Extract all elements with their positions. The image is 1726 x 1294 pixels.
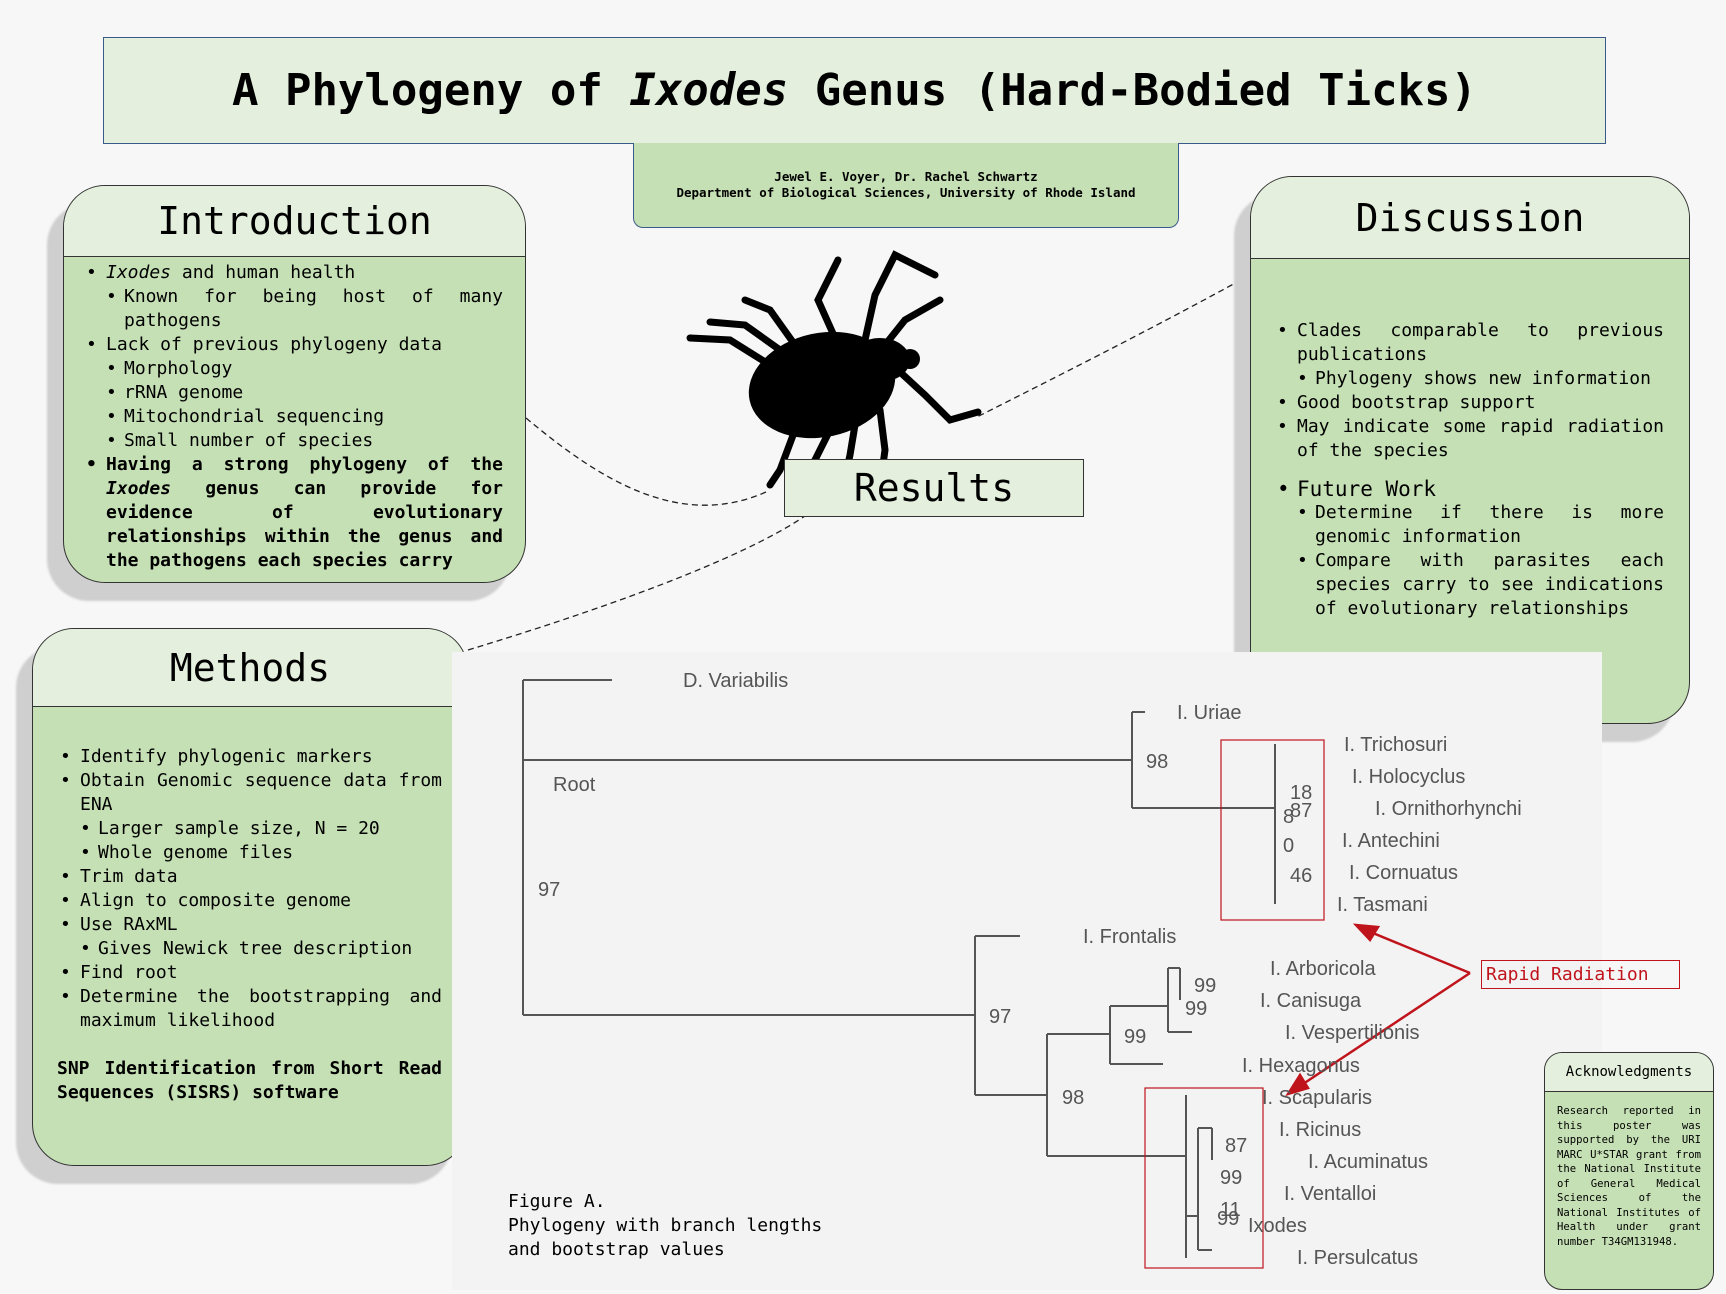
acknowledgments-text: Research reported in this poster was sup…: [1557, 1105, 1701, 1248]
acknowledgments-heading: Acknowledgments: [1545, 1053, 1713, 1092]
root-label: Root: [553, 774, 596, 796]
methods-item-5: Use RAxML: [60, 913, 442, 937]
bootstrap-aus-18: 18: [1290, 782, 1312, 804]
bootstrap-arb-99: 99: [1194, 975, 1216, 997]
methods-panel: Methods Identify phylogenic markers Obta…: [32, 628, 468, 1166]
author-affiliation: Department of Biological Sciences, Unive…: [676, 185, 1136, 200]
taxon-frontalis: I. Frontalis: [1083, 926, 1176, 948]
discussion-item-2: Good bootstrap support: [1277, 391, 1664, 415]
title-pre: A Phylogeny of: [231, 65, 630, 116]
intro-sub-morphology: Morphology: [106, 357, 503, 381]
intro-b3-b: genus can provide for evidence of evolut…: [106, 478, 514, 571]
poster-title: A Phylogeny of Ixodes Genus (Hard-Bodied…: [103, 37, 1606, 144]
radiation-arrows: [1285, 923, 1471, 1097]
radiation-highlight-boxes: [1144, 739, 1325, 1269]
tree-branches: [522, 679, 1276, 1258]
intro-b1-rest: and human health: [171, 262, 356, 283]
bootstrap-frontalis-node: 97: [989, 1006, 1011, 1028]
bootstrap-scap-98: 98: [1062, 1087, 1084, 1109]
future-item-2: Compare with parasites each species carr…: [1297, 549, 1664, 621]
methods-item-2: Obtain Genomic sequence data from ENA: [60, 769, 442, 817]
taxon-uriae: I. Uriae: [1177, 702, 1241, 724]
discussion-sub-1: Phylogeny shows new information: [1297, 367, 1664, 391]
methods-item-3: Trim data: [60, 865, 442, 889]
intro-b3-italic: Ixodes: [106, 478, 172, 499]
methods-item-6: Find root: [60, 961, 442, 985]
methods-sub-2: Whole genome files: [80, 841, 442, 865]
title-post: Genus (Hard-Bodied Ticks): [788, 65, 1478, 116]
results-heading: Results: [784, 459, 1084, 517]
taxon-ornithorhynchi: I. Ornithorhynchi: [1375, 798, 1522, 820]
taxon-tasmani: I. Tasmani: [1337, 894, 1428, 916]
taxon-antechini: I. Antechini: [1342, 830, 1440, 852]
methods-sub-3: Gives Newick tree description: [80, 937, 442, 961]
taxon-hexagonus: I. Hexagonus: [1242, 1055, 1360, 1077]
intro-sub-mito: Mitochondrial sequencing: [106, 405, 503, 429]
future-work-heading: Future Work: [1277, 477, 1664, 501]
caption-line-1: Phylogeny with branch lengths: [508, 1215, 823, 1236]
intro-b3-a: Having a strong phylogeny of the: [106, 454, 514, 475]
bootstrap-aus-46: 46: [1290, 865, 1312, 887]
taxon-scapularis: I. Scapularis: [1262, 1087, 1372, 1109]
bootstrap-aus-8: 8: [1283, 806, 1294, 828]
taxon-cornuatus: I. Cornuatus: [1349, 862, 1458, 884]
intro-sub-rrna: rRNA genome: [106, 381, 503, 405]
intro-bullet-3: Having a strong phylogeny of the Ixodes …: [86, 453, 503, 573]
methods-sub-1: Larger sample size, N = 20: [80, 817, 442, 841]
bootstrap-uriae-node: 98: [1146, 751, 1168, 773]
taxon-persulcatus: I. Persulcatus: [1297, 1247, 1418, 1269]
bootstrap-ven-11: 11: [1220, 1199, 1241, 1221]
bootstrap-ric-87: 87: [1225, 1135, 1247, 1157]
bootstrap-ix-99: 99: [1217, 1208, 1239, 1230]
methods-software: SNP Identification from Short Read Seque…: [57, 1058, 442, 1103]
caption-line-2: and bootstrap values: [508, 1239, 725, 1260]
taxon-d-variabilis: D. Variabilis: [683, 670, 788, 692]
authors-block: Jewel E. Voyer, Dr. Rachel Schwartz Depa…: [633, 143, 1179, 228]
taxon-acuminatus: I. Acuminatus: [1308, 1151, 1428, 1173]
taxon-trichosuri: I. Trichosuri: [1344, 734, 1447, 756]
connector-lines: [467, 274, 1251, 651]
acknowledgments-panel: Acknowledgments Research reported in thi…: [1544, 1052, 1714, 1290]
future-item-1: Determine if there is more genomic infor…: [1297, 501, 1664, 549]
introduction-heading: Introduction: [64, 186, 525, 257]
discussion-panel: Discussion Clades comparable to previous…: [1250, 176, 1690, 724]
methods-item-7: Determine the bootstrapping and maximum …: [60, 985, 442, 1033]
figure-caption: Figure A. Phylogeny with branch lengths …: [508, 1190, 822, 1262]
figure-area: [452, 652, 1602, 1290]
intro-sub-1: Known for being host of many pathogens: [106, 285, 503, 333]
taxon-canisuga: I. Canisuga: [1260, 990, 1362, 1012]
tick-silhouette-icon: [686, 250, 982, 489]
discussion-item-3: May indicate some rapid radiation of the…: [1277, 415, 1664, 463]
bootstrap-root-low: 97: [538, 879, 560, 901]
bootstrap-ac-99: 99: [1220, 1167, 1242, 1189]
intro-sub-species: Small number of species: [106, 429, 503, 453]
taxon-vespertilionis: I. Vespertilionis: [1285, 1022, 1420, 1044]
bootstrap-vesp-99: 99: [1124, 1026, 1146, 1048]
intro-bullet-2: Lack of previous phylogeny data: [86, 333, 503, 357]
bootstrap-aus-87: 87: [1290, 800, 1312, 822]
taxon-ricinus: I. Ricinus: [1279, 1119, 1361, 1141]
methods-item-1: Identify phylogenic markers: [60, 745, 442, 769]
taxon-ixodes: Ixodes: [1248, 1215, 1307, 1237]
introduction-panel: Introduction Ixodes and human health Kno…: [63, 185, 526, 583]
title-italic: Ixodes: [629, 65, 789, 116]
methods-heading: Methods: [33, 629, 467, 707]
taxon-arboricola: I. Arboricola: [1270, 958, 1376, 980]
methods-item-4: Align to composite genome: [60, 889, 442, 913]
bootstrap-aus-0: 0: [1283, 835, 1294, 857]
caption-title: Figure A.: [508, 1191, 606, 1212]
taxon-ventalloi: I. Ventalloi: [1284, 1183, 1376, 1205]
intro-bullet-1: Ixodes and human health: [86, 261, 503, 285]
taxon-holocyclus: I. Holocyclus: [1352, 766, 1465, 788]
intro-b1-italic: Ixodes: [106, 262, 172, 283]
bootstrap-can-99: 99: [1185, 998, 1207, 1020]
discussion-heading: Discussion: [1251, 177, 1689, 259]
author-names: Jewel E. Voyer, Dr. Rachel Schwartz: [774, 169, 1038, 184]
discussion-item-1: Clades comparable to previous publicatio…: [1277, 319, 1664, 367]
rapid-radiation-label: Rapid Radiation: [1481, 960, 1680, 989]
